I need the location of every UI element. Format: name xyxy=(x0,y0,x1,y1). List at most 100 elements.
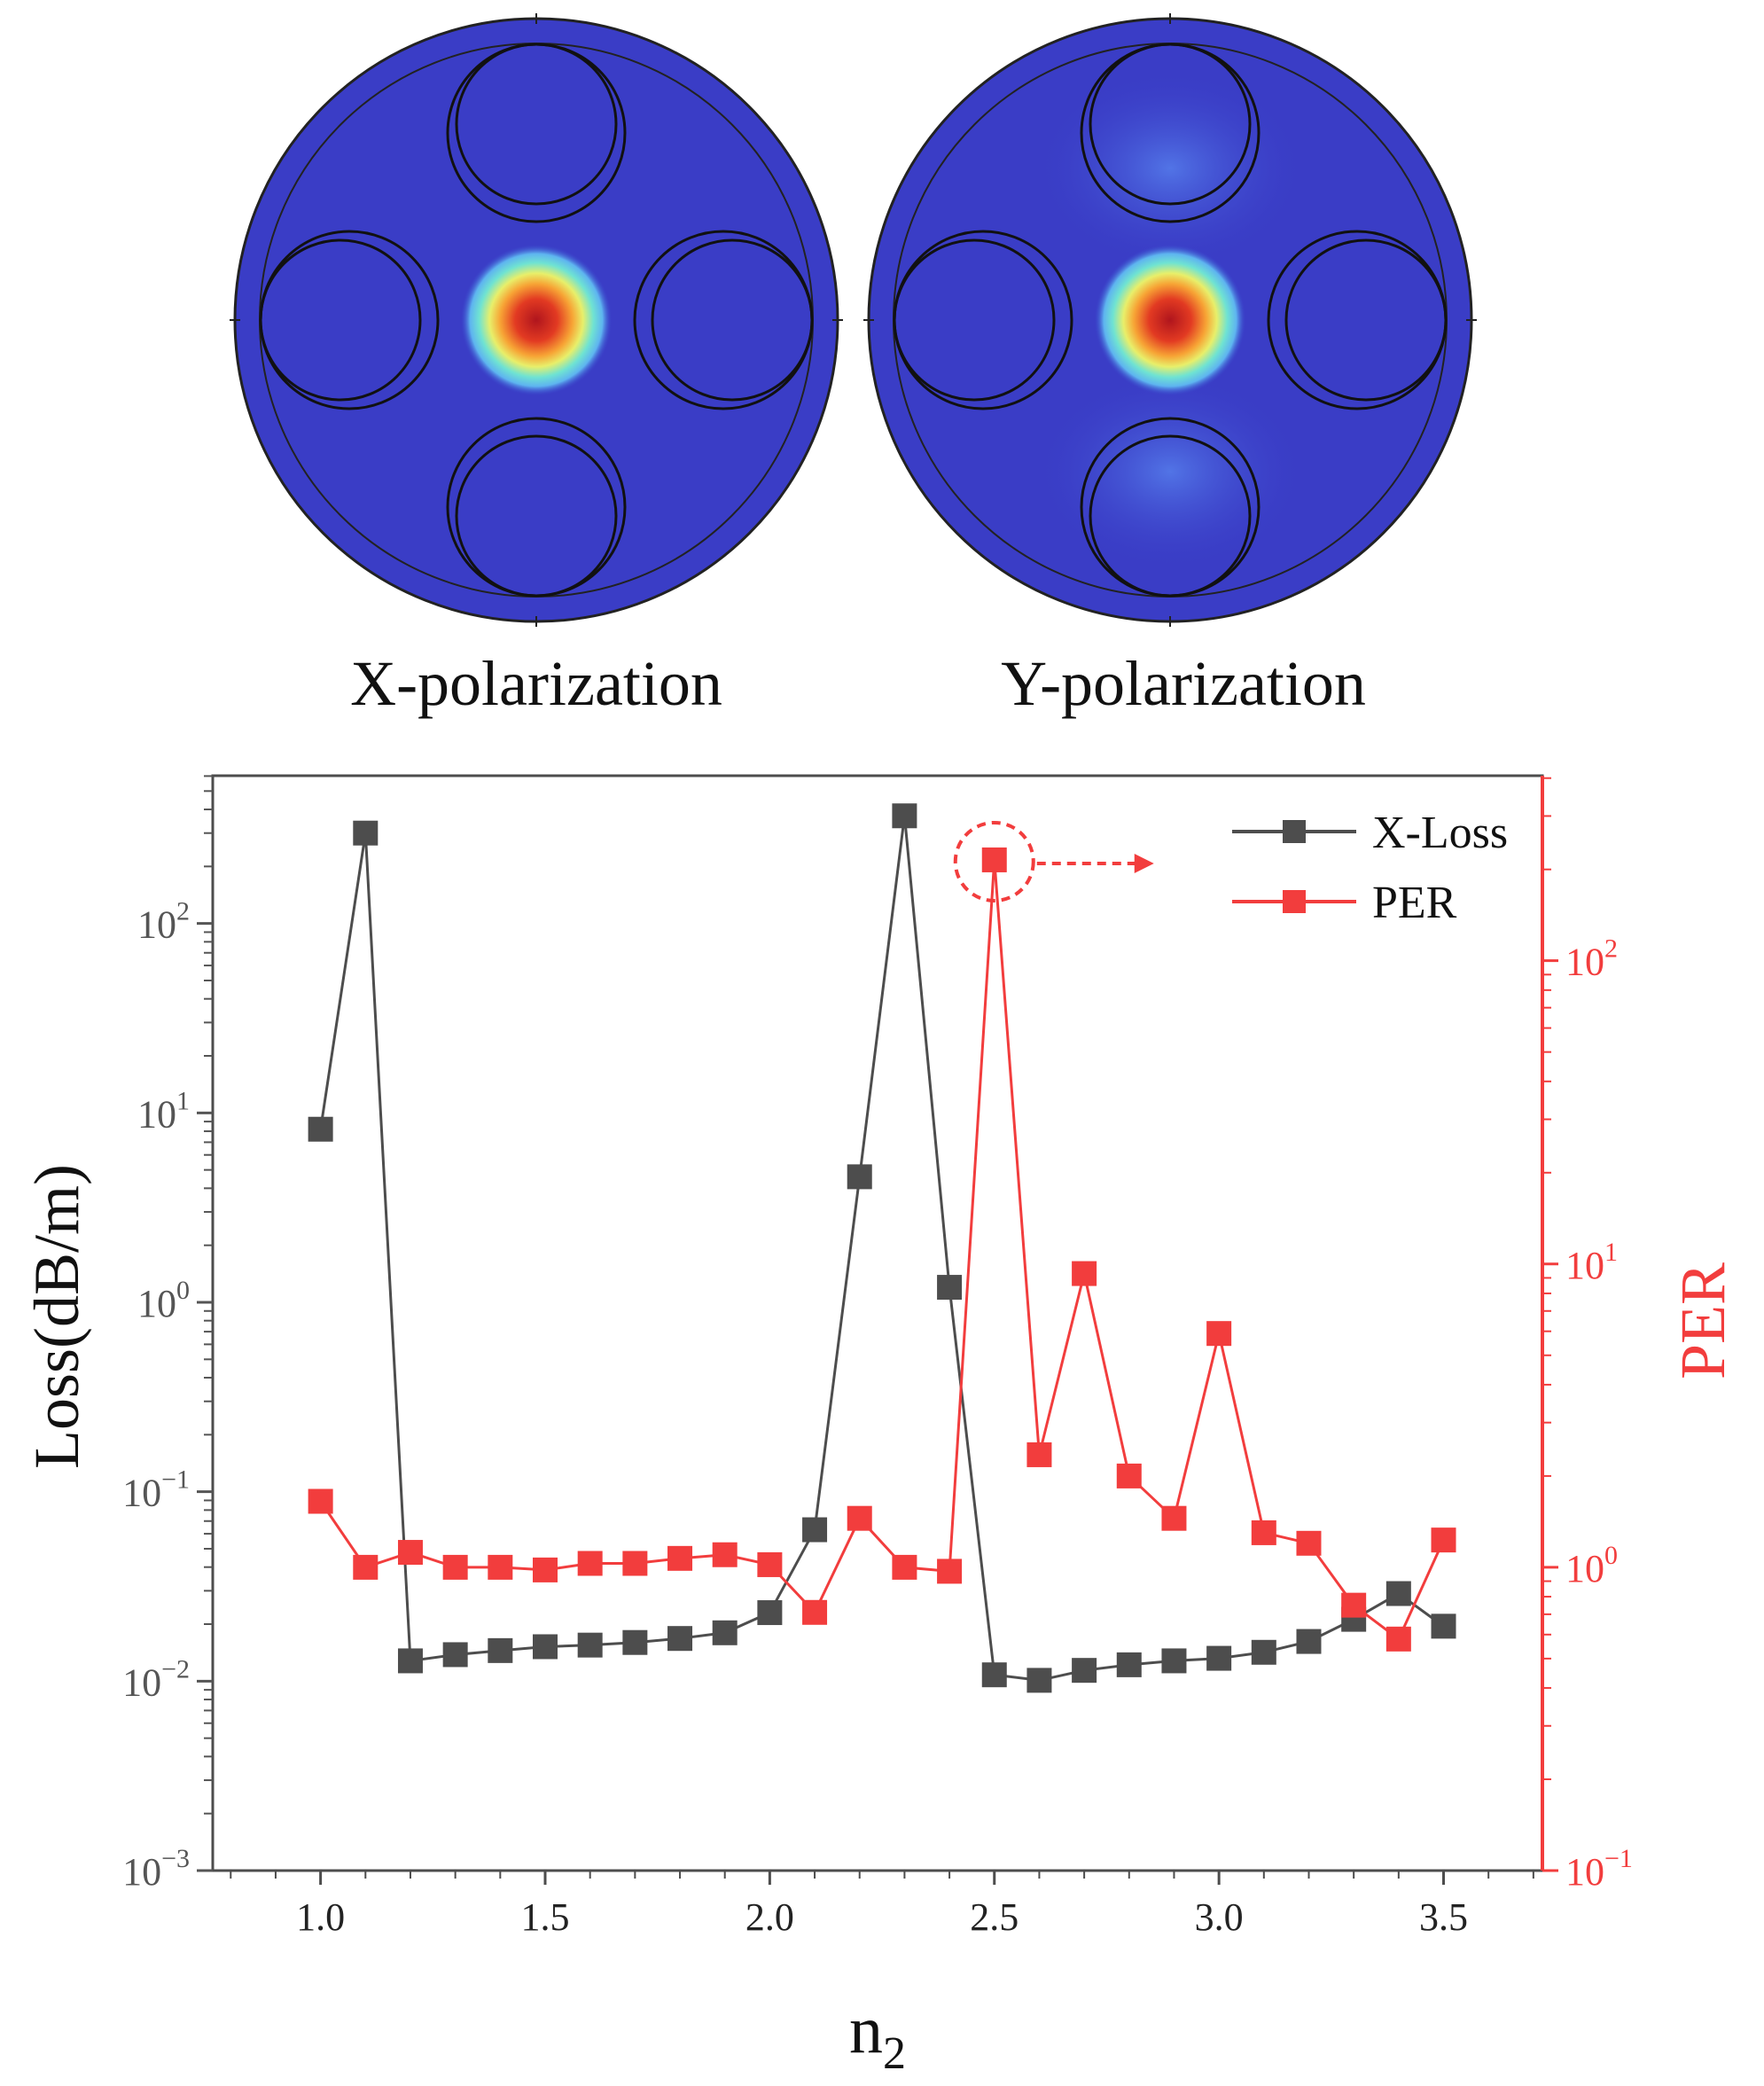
tick-exponent: 2 xyxy=(176,897,190,926)
x-polarization-caption: X-polarization xyxy=(350,648,722,719)
per-data-point xyxy=(712,1542,738,1567)
x-tick-label: 1.5 xyxy=(521,1895,570,1939)
per-data-point xyxy=(533,1557,558,1582)
x-loss-data-point xyxy=(937,1275,963,1301)
tick-exponent: 2 xyxy=(1604,934,1618,964)
per-data-point xyxy=(1161,1505,1187,1531)
air-holes xyxy=(259,43,814,598)
per-data-point xyxy=(981,847,1007,872)
y-polarization-panel xyxy=(863,13,1477,627)
tick-base: 10 xyxy=(137,1282,176,1325)
y-tick-label: 10−1 xyxy=(1565,1844,1633,1894)
tick-base: 10 xyxy=(1565,1244,1604,1287)
x-loss-data-point xyxy=(1431,1613,1456,1639)
legend-per-marker xyxy=(1283,890,1306,913)
per-data-point xyxy=(308,1488,333,1514)
x-loss-data-point xyxy=(1116,1652,1142,1677)
x-tick-label: 1.0 xyxy=(296,1895,345,1939)
tick-exponent: 1 xyxy=(1604,1238,1618,1267)
annotation-arrow-head xyxy=(1134,853,1154,873)
annotation-dashed-circle xyxy=(953,820,1035,902)
per-data-point xyxy=(1251,1520,1276,1545)
core-field xyxy=(1095,245,1245,395)
coupled-field-top xyxy=(1037,71,1303,266)
x-loss-data-point xyxy=(1385,1581,1411,1606)
tick-base: 10 xyxy=(122,1850,161,1894)
tick-exponent: −1 xyxy=(161,1465,190,1495)
tick-exponent: 0 xyxy=(176,1276,190,1305)
per-peak-annotation xyxy=(953,820,1154,902)
core-field xyxy=(461,245,612,395)
x-tick-label: 3.5 xyxy=(1419,1895,1468,1939)
x-loss-data-point xyxy=(1296,1629,1322,1654)
x-loss-data-point xyxy=(892,803,917,829)
per-data-point xyxy=(1026,1441,1052,1467)
y-tick-label: 10−3 xyxy=(122,1844,190,1894)
x-loss-data-point xyxy=(847,1164,872,1190)
per-data-point xyxy=(892,1554,917,1580)
y-polarization-caption: Y-polarization xyxy=(1001,648,1366,719)
tick-base: 10 xyxy=(137,903,176,947)
per-data-point xyxy=(353,1554,379,1580)
per-data-point xyxy=(1341,1592,1367,1618)
x-loss-data-point xyxy=(1072,1658,1097,1684)
tick-exponent: −1 xyxy=(1604,1844,1633,1873)
x-loss-data-point xyxy=(577,1632,603,1658)
x-tick-label: 2.0 xyxy=(745,1895,794,1939)
right-axis-title: PER xyxy=(1667,1262,1738,1379)
legend-x-loss-label: X-Loss xyxy=(1372,808,1508,858)
x-loss-data-point xyxy=(397,1648,423,1674)
per-data-point xyxy=(757,1551,783,1577)
per-data-point xyxy=(1072,1261,1097,1286)
per-data-point xyxy=(622,1551,648,1576)
per-data-point xyxy=(937,1559,963,1584)
y-tick-label: 102 xyxy=(1565,934,1618,984)
legend-per-label: PER xyxy=(1372,878,1457,928)
tick-base: 10 xyxy=(1565,1850,1604,1894)
x-tick-label: 2.5 xyxy=(970,1895,1019,1939)
x-loss-data-point xyxy=(442,1642,468,1668)
per-data-point xyxy=(1296,1530,1322,1556)
tick-base: 10 xyxy=(1565,941,1604,984)
x-loss-data-point xyxy=(981,1662,1007,1688)
x-loss-data-point xyxy=(1251,1639,1276,1665)
y-tick-label: 101 xyxy=(137,1086,190,1136)
x-axis-title-main: n xyxy=(849,1993,883,2067)
x-tick-label: 3.0 xyxy=(1195,1895,1244,1939)
per-data-point xyxy=(397,1540,423,1566)
x-loss-series-line xyxy=(319,816,1445,1682)
x-loss-data-point xyxy=(1161,1648,1187,1674)
x-loss-data-point xyxy=(488,1637,513,1663)
per-data-point xyxy=(1116,1463,1142,1488)
x-loss-data-point xyxy=(1026,1668,1052,1693)
x-axis-title-subscript: 2 xyxy=(883,2028,906,2079)
x-loss-data-point xyxy=(622,1629,648,1655)
x-axis-ticks: 1.0 1.5 2.0 2.5 3.0 3.5 xyxy=(230,1871,1534,1939)
tick-exponent: −2 xyxy=(161,1654,190,1684)
per-data-point xyxy=(1431,1527,1456,1553)
left-axis-title: Loss(dB/m) xyxy=(21,1164,92,1469)
per-data-point xyxy=(847,1505,872,1531)
legend-x-loss-marker xyxy=(1283,820,1306,843)
per-data-point xyxy=(577,1551,603,1576)
per-data-point xyxy=(1385,1626,1411,1652)
x-loss-data-point xyxy=(667,1626,693,1652)
y-tick-label: 10−2 xyxy=(122,1654,190,1704)
tick-base: 10 xyxy=(122,1472,161,1515)
plot-frame xyxy=(211,774,1544,1872)
x-polarization-panel xyxy=(230,13,843,627)
tick-base: 10 xyxy=(137,1092,176,1136)
tick-base: 10 xyxy=(1565,1547,1604,1590)
y-tick-label: 10−1 xyxy=(122,1465,190,1515)
y-tick-label: 100 xyxy=(1565,1541,1618,1590)
per-data-point xyxy=(802,1599,828,1625)
y-tick-label: 102 xyxy=(137,897,190,947)
x-loss-data-point xyxy=(757,1600,783,1626)
legend: X-Loss PER xyxy=(1232,808,1508,928)
x-loss-data-point xyxy=(802,1517,828,1543)
tick-base: 10 xyxy=(122,1660,161,1704)
x-loss-data-point xyxy=(533,1634,558,1660)
